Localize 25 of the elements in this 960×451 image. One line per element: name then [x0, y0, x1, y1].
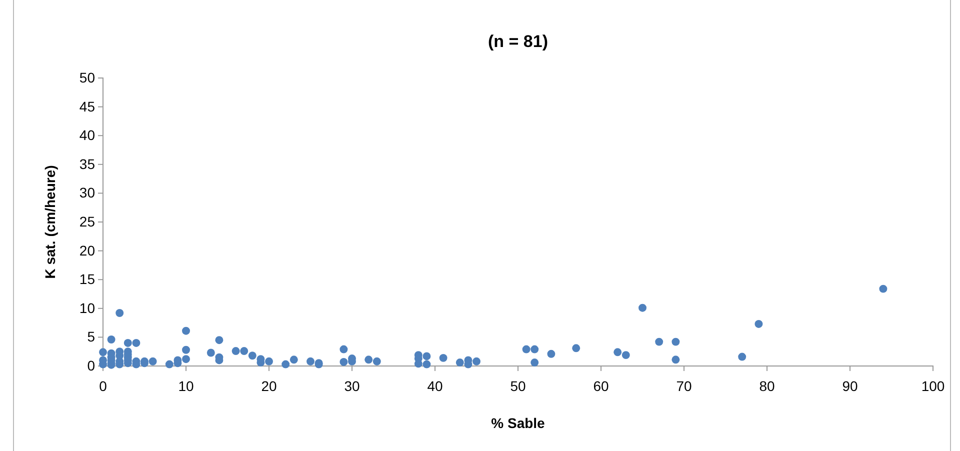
x-tick-label: 90 — [842, 378, 858, 394]
x-tick-label: 0 — [99, 378, 108, 394]
x-tick-label: 80 — [759, 378, 775, 394]
y-tick-label: 50 — [79, 69, 96, 86]
x-tick-label: 10 — [178, 378, 194, 394]
chart-title: (n = 81) — [488, 32, 548, 51]
y-tick-label: 35 — [79, 156, 96, 172]
y-tick-label: 5 — [87, 328, 96, 345]
y-tick-label: 20 — [79, 242, 96, 258]
x-axis-title: % Sable — [491, 415, 546, 431]
y-axis-title: K sat. (cm/heure) — [42, 165, 58, 279]
x-tick-label: 20 — [261, 378, 277, 394]
y-tick-label: 45 — [79, 98, 96, 114]
y-tick-label: 25 — [79, 213, 96, 230]
y-tick-label: 15 — [79, 271, 96, 288]
y-tick-label: 10 — [79, 300, 96, 316]
x-tick-label: 40 — [427, 378, 443, 394]
x-tick-label: 60 — [593, 378, 609, 394]
y-tick-label: 0 — [87, 357, 96, 374]
x-tick-label: 100 — [921, 378, 945, 394]
x-tick-label: 50 — [510, 378, 526, 394]
x-tick-label: 70 — [676, 378, 692, 394]
x-tick-label: 30 — [344, 378, 360, 394]
y-tick-label: 30 — [79, 184, 96, 201]
y-tick-label: 40 — [79, 127, 96, 144]
